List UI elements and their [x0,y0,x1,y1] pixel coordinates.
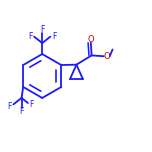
Text: F: F [19,107,24,116]
Text: F: F [7,102,12,111]
Text: O: O [88,35,94,43]
Text: F: F [28,32,33,41]
Text: O: O [104,52,110,61]
Text: F: F [40,25,44,34]
Text: F: F [52,32,56,41]
Text: F: F [29,100,34,109]
